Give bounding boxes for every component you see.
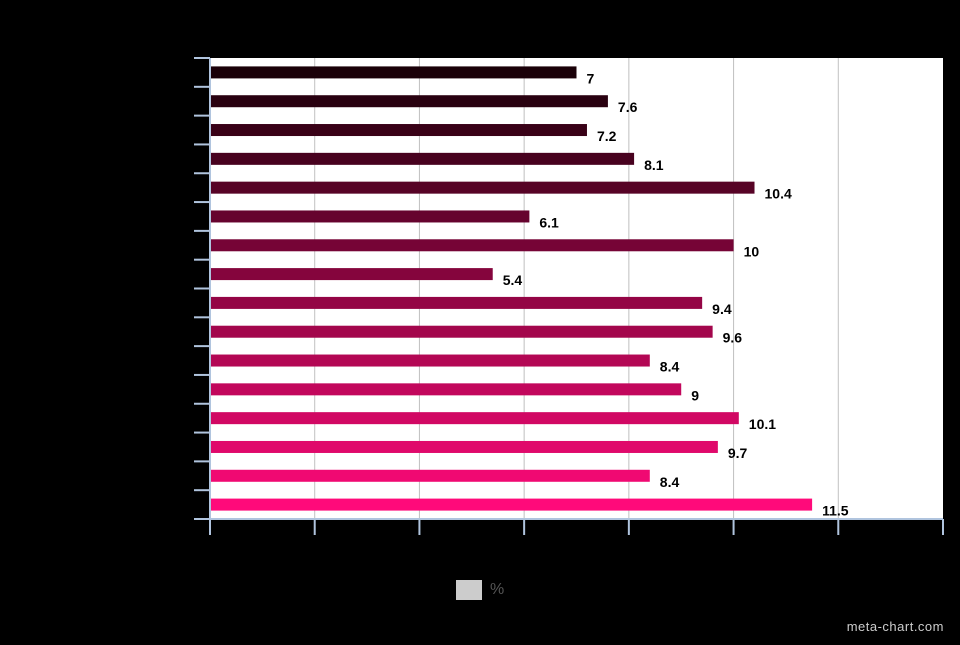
bar-13 <box>210 412 739 424</box>
bar-7 <box>210 239 734 251</box>
bar-5 <box>210 182 755 194</box>
bar-8 <box>210 268 493 280</box>
bar-15 <box>210 470 650 482</box>
bar-3 <box>210 124 587 136</box>
bar-value-label: 10 <box>744 243 760 259</box>
bar-12 <box>210 383 681 395</box>
bar-value-label: 9 <box>691 387 699 403</box>
bar-14 <box>210 441 718 453</box>
bar-4 <box>210 153 634 165</box>
bar-value-label: 7 <box>587 70 595 86</box>
bar-value-label: 7.2 <box>597 128 617 144</box>
bar-value-label: 5.4 <box>503 272 523 288</box>
bar-value-label: 9.6 <box>723 330 743 346</box>
bar-6 <box>210 210 529 222</box>
bar-value-label: 10.4 <box>765 186 792 202</box>
bar-11 <box>210 355 650 367</box>
watermark: meta-chart.com <box>847 619 944 634</box>
bar-value-label: 8.1 <box>644 157 664 173</box>
legend-label: % <box>490 581 504 599</box>
bar-value-label: 9.4 <box>712 301 732 317</box>
bar-10 <box>210 326 713 338</box>
legend-swatch <box>456 580 482 600</box>
bar-16 <box>210 499 812 511</box>
bar-value-label: 7.6 <box>618 99 638 115</box>
legend: % <box>456 580 504 600</box>
bar-9 <box>210 297 702 309</box>
bar-value-label: 8.4 <box>660 474 680 490</box>
bar-value-label: 11.5 <box>822 503 849 519</box>
bar-value-label: 10.1 <box>749 416 776 432</box>
bar-value-label: 9.7 <box>728 445 748 461</box>
bar-1 <box>210 66 577 78</box>
bar-2 <box>210 95 608 107</box>
bar-value-label: 6.1 <box>539 214 559 230</box>
bar-value-label: 8.4 <box>660 359 680 375</box>
